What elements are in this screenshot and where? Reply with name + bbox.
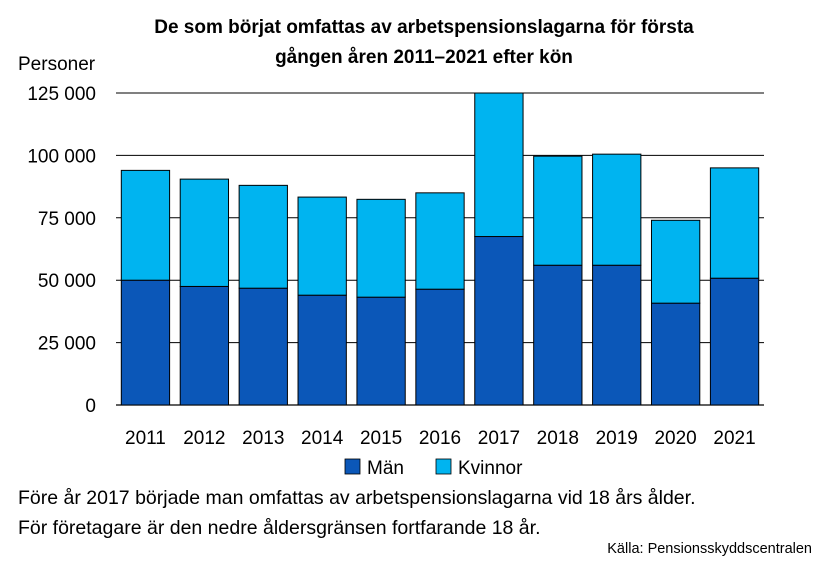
chart-title-line-1: De som börjat omfattas av arbetspensions… <box>154 17 694 38</box>
bar-segment <box>297 196 347 296</box>
chart-title-line-2: gången åren 2011–2021 efter kön <box>275 47 573 68</box>
y-tick-label: 125 000 <box>27 84 96 105</box>
x-tick-label: 2012 <box>183 428 225 449</box>
x-tick-label: 2021 <box>713 428 755 449</box>
x-tick-label: 2020 <box>654 428 696 449</box>
x-tick-label: 2017 <box>478 428 520 449</box>
bar-segment <box>709 167 760 279</box>
x-tick-label: 2014 <box>301 428 344 449</box>
bar-segment <box>179 285 230 406</box>
y-tick-labels: 0 25 000 50 000 75 000 100 000 125 000 <box>27 84 96 417</box>
bar-segment <box>238 184 288 289</box>
bar-segment <box>709 277 760 406</box>
bar-segment <box>474 236 524 406</box>
x-tick-label: 2011 <box>125 428 166 449</box>
footnote-line-1: Före år 2017 började man omfattas av arb… <box>18 487 696 509</box>
bar-segment <box>356 198 406 298</box>
y-tick-label: 100 000 <box>27 146 96 167</box>
legend-label: Kvinnor <box>458 458 523 479</box>
legend: Män Kvinnor <box>344 458 523 479</box>
y-axis-label: Personer <box>18 54 96 75</box>
bar-segment <box>238 287 288 406</box>
bar-segment <box>650 302 701 406</box>
legend-swatch <box>344 458 361 475</box>
bar-segment <box>356 296 406 406</box>
x-tick-labels: 2011 2012 2013 2014 2015 2016 2017 2018 2019 2020… <box>125 428 756 449</box>
x-tick-label: 2013 <box>242 428 284 449</box>
bar-segment <box>533 155 583 266</box>
x-tick-label: 2018 <box>537 428 579 449</box>
legend-swatch <box>435 458 452 475</box>
bar-segment <box>179 178 230 287</box>
footnote-line-2: För företagare är den nedre åldersgränse… <box>18 517 541 539</box>
bar-segment <box>592 264 642 406</box>
bar-segment <box>474 92 524 238</box>
y-tick-label: 75 000 <box>38 209 96 230</box>
legend-label: Män <box>367 458 404 479</box>
x-tick-label: 2016 <box>419 428 461 449</box>
y-tick-label: 50 000 <box>38 271 96 292</box>
bar-segment <box>592 153 642 266</box>
x-tick-label: 2015 <box>360 428 402 449</box>
y-tick-label: 0 <box>85 396 96 417</box>
bar-segment <box>415 192 465 290</box>
x-tick-label: 2019 <box>596 428 638 449</box>
source-credit: Källa: Pensionsskyddscentralen <box>607 541 812 557</box>
bar-segment <box>415 288 465 406</box>
bar-segment <box>297 294 347 406</box>
bar-segment <box>533 264 583 406</box>
bar-segment <box>120 169 171 281</box>
bars <box>120 92 760 406</box>
bar-segment <box>120 279 171 406</box>
bar-segment <box>650 219 701 304</box>
y-tick-label: 25 000 <box>38 334 96 355</box>
